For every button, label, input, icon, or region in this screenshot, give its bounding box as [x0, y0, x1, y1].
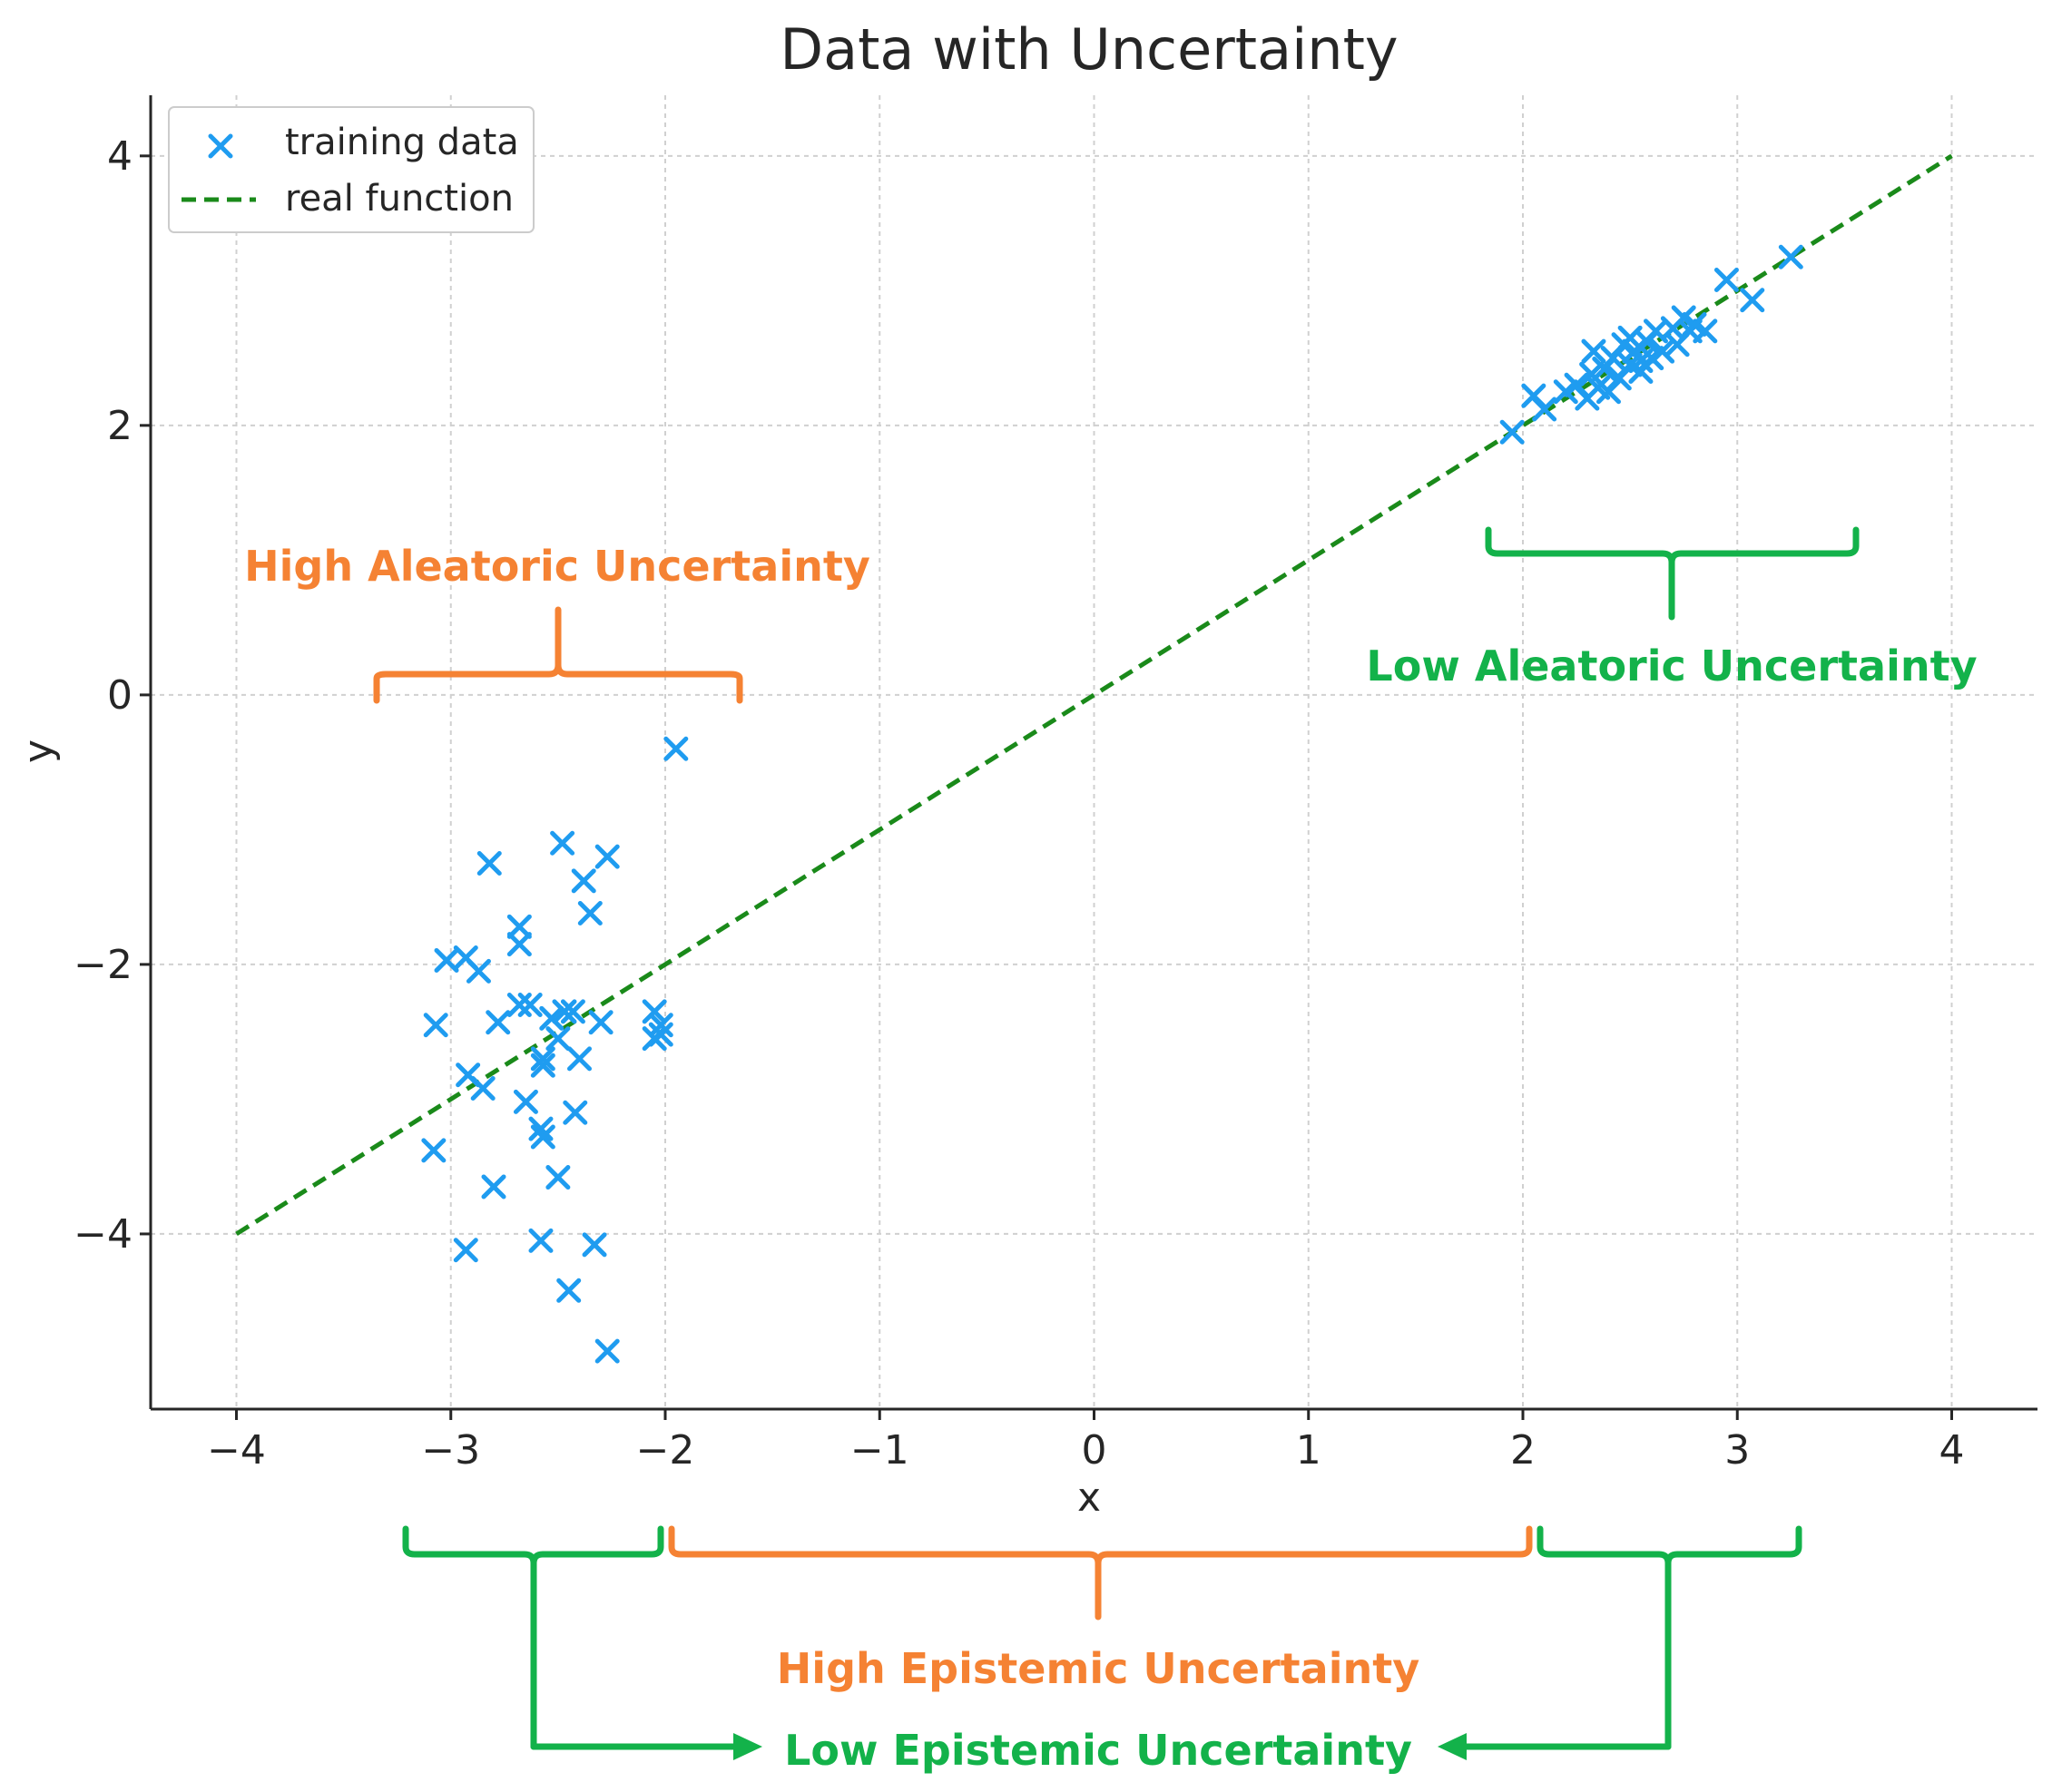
training-point-4: [571, 868, 596, 894]
training-point-34: [545, 1165, 571, 1190]
training-point-71: [1740, 288, 1765, 313]
training-point-30: [563, 1100, 588, 1125]
legend-box: [168, 106, 535, 233]
chart-title: Data with Uncertainty: [780, 16, 1398, 83]
y-tick-label-2: 0: [107, 672, 133, 719]
x-tick-label-1: −3: [421, 1427, 480, 1474]
y-tick-label-1: −2: [74, 942, 133, 988]
training-point-32: [530, 1124, 555, 1150]
training-point-22: [486, 1010, 511, 1035]
training-point-17: [642, 999, 667, 1024]
training-point-15: [560, 999, 585, 1024]
training-point-68: [1682, 311, 1707, 337]
training-point-61: [1639, 346, 1664, 371]
brace-low-epistemic-left: [402, 1525, 664, 1750]
training-point-36: [528, 1228, 554, 1253]
training-point-5: [577, 900, 603, 925]
label-low-epistemic: Low Epistemic Uncertainty: [784, 1726, 1412, 1775]
training-point-6: [506, 914, 532, 939]
training-point-66: [1671, 305, 1696, 330]
training-point-14: [552, 999, 577, 1024]
legend-label-real-function: real function: [285, 178, 514, 220]
training-point-10: [466, 958, 491, 984]
brace-low-epistemic-right: [1537, 1525, 1802, 1750]
training-point-2: [594, 844, 620, 869]
brace-high-epistemic: [668, 1525, 1533, 1621]
x-tick-label-0: −4: [207, 1427, 266, 1474]
x-axis-label: x: [1077, 1474, 1101, 1521]
training-point-43: [1532, 397, 1557, 422]
x-tick-label-4: 0: [1082, 1427, 1107, 1474]
y-tick-label-4: 4: [107, 133, 133, 180]
training-point-23: [545, 1026, 571, 1052]
training-point-44: [1553, 379, 1578, 405]
tick-layer: −4 −3 −2 −1 0 1 2 3 4 −4 −2 0 2 4: [74, 133, 1964, 1474]
x-tick-label-8: 4: [1939, 1427, 1965, 1474]
training-point-8: [434, 947, 459, 973]
brace-high-aleatoric: [373, 606, 743, 704]
x-tick-label-6: 2: [1510, 1427, 1536, 1474]
training-point-25: [567, 1046, 592, 1072]
label-high-epistemic: High Epistemic Uncertainty: [777, 1644, 1419, 1693]
training-point-40: [594, 1338, 620, 1364]
y-tick-label-0: −4: [74, 1211, 133, 1258]
training-point-41: [1499, 419, 1525, 445]
training-point-70: [1713, 267, 1739, 292]
training-point-28: [470, 1076, 496, 1102]
legend: training data real function: [168, 106, 535, 233]
training-point-21: [423, 1013, 448, 1038]
y-tick-label-3: 2: [107, 403, 133, 449]
legend-label-training-data: training data: [285, 122, 519, 163]
training-point-0: [663, 736, 689, 761]
training-point-1: [550, 830, 575, 856]
training-point-35: [481, 1174, 506, 1200]
x-tick-label-2: −2: [636, 1427, 695, 1474]
training-point-63: [1650, 338, 1675, 364]
x-tick-label-3: −1: [850, 1427, 909, 1474]
training-point-20: [648, 1022, 673, 1047]
training-point-38: [453, 1238, 478, 1263]
training-point-37: [582, 1232, 607, 1258]
x-tick-label-7: 3: [1724, 1427, 1750, 1474]
training-point-39: [556, 1278, 582, 1303]
training-point-72: [1778, 244, 1803, 269]
training-point-18: [648, 1013, 673, 1038]
training-point-69: [1693, 318, 1718, 344]
training-point-33: [421, 1138, 447, 1163]
training-point-16: [588, 1010, 614, 1035]
label-high-aleatoric: High Aleatoric Uncertainty: [244, 542, 870, 591]
grid-layer: [151, 95, 2037, 1409]
training-point-12: [517, 992, 543, 1017]
training-point-11: [506, 992, 532, 1017]
arrowhead-right: [1438, 1733, 1467, 1760]
legend-x-glyph: [208, 133, 233, 159]
annotation-layer: High Aleatoric Uncertainty Low Aleatoric…: [244, 526, 1978, 1775]
training-point-13: [539, 1005, 565, 1031]
legend-scatter-marker: [208, 133, 233, 159]
x-tick-label-5: 1: [1296, 1427, 1321, 1474]
training-point-29: [513, 1089, 538, 1114]
y-axis-label: y: [15, 739, 62, 763]
point-layer: [421, 244, 1803, 1364]
training-point-7: [506, 932, 532, 957]
training-point-48: [1581, 338, 1606, 364]
arrowhead-left: [733, 1733, 762, 1760]
training-point-26: [530, 1053, 555, 1078]
training-point-24: [530, 1046, 555, 1072]
label-low-aleatoric: Low Aleatoric Uncertainty: [1366, 641, 1977, 690]
training-point-3: [476, 851, 502, 876]
brace-low-aleatoric: [1485, 526, 1860, 621]
